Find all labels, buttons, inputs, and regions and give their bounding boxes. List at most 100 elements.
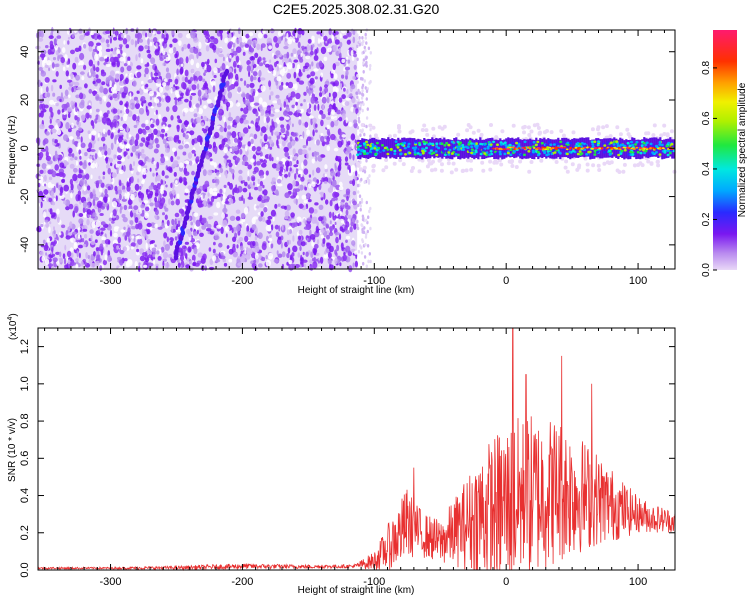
noise-speckle — [42, 239, 46, 244]
noise-speckle — [221, 63, 226, 71]
band-halo — [575, 167, 580, 172]
noise-speckle — [134, 139, 139, 147]
noise-speckle — [326, 145, 331, 151]
noise-speckle — [107, 34, 114, 39]
noise-speckle — [235, 73, 239, 81]
noise-speckle — [291, 104, 296, 109]
noise-speckle — [184, 76, 188, 83]
band-core — [580, 145, 583, 148]
noise-speckle — [352, 191, 357, 196]
noise-speckle — [312, 44, 315, 48]
band-halo — [442, 124, 447, 129]
noise-speckle — [262, 57, 266, 61]
noise-speckle — [344, 162, 349, 166]
noise-speckle — [112, 210, 115, 214]
noise-speckle — [41, 255, 45, 262]
noise-speckle — [341, 58, 346, 64]
noise-speckle — [328, 252, 332, 259]
noise-speckle — [320, 119, 324, 127]
noise-speckle — [254, 245, 260, 253]
noise-fringe — [360, 251, 364, 255]
noise-speckle — [206, 99, 212, 104]
noise-speckle — [250, 158, 255, 163]
noise-speckle — [45, 252, 48, 256]
noise-speckle — [346, 89, 349, 94]
band-halo — [480, 160, 485, 165]
noise-speckle — [191, 254, 196, 262]
noise-speckle — [329, 47, 332, 52]
noise-speckle — [333, 73, 338, 80]
noise-speckle — [312, 38, 315, 42]
band-peak — [535, 148, 539, 151]
noise-speckle — [166, 236, 169, 243]
band-core — [413, 151, 417, 154]
noise-speckle — [190, 58, 194, 66]
noise-speckle — [165, 85, 170, 91]
noise-speckle — [203, 29, 207, 36]
noise-speckle — [174, 218, 178, 225]
noise-speckle — [50, 111, 54, 118]
noise-speckle — [275, 42, 280, 48]
noise-speckle — [209, 187, 214, 195]
noise-speckle — [92, 123, 95, 129]
noise-speckle — [68, 128, 72, 133]
noise-speckle — [113, 154, 116, 160]
noise-speckle — [155, 109, 158, 115]
noise-speckle — [90, 162, 96, 169]
noise-speckle — [156, 78, 162, 84]
noise-speckle — [285, 82, 289, 86]
noise-speckle — [53, 230, 56, 235]
noise-speckle — [213, 212, 219, 216]
noise-speckle — [232, 36, 237, 40]
noise-speckle — [174, 236, 178, 241]
noise-speckle — [178, 40, 182, 46]
noise-speckle — [110, 133, 114, 140]
noise-speckle — [261, 141, 265, 148]
band-core — [536, 153, 540, 157]
noise-speckle — [44, 258, 50, 265]
noise-speckle — [280, 124, 285, 129]
noise-speckle — [86, 185, 91, 191]
noise-speckle — [270, 91, 274, 96]
noise-speckle — [55, 195, 58, 202]
noise-fringe — [356, 37, 359, 41]
noise-speckle — [306, 192, 310, 199]
band-core — [649, 142, 653, 146]
noise-speckle — [77, 173, 83, 179]
noise-speckle — [279, 116, 285, 121]
noise-speckle — [251, 145, 256, 152]
band-core — [422, 140, 426, 143]
noise-speckle — [142, 252, 148, 257]
noise-speckle — [232, 188, 235, 196]
noise-speckle — [182, 151, 187, 156]
noise-speckle — [120, 157, 125, 162]
spectrogram-frame — [37, 29, 676, 270]
noise-speckle — [271, 177, 276, 182]
noise-speckle — [140, 194, 144, 201]
noise-speckle — [173, 172, 177, 177]
noise-speckle — [168, 48, 174, 54]
noise-speckle — [270, 106, 274, 111]
noise-speckle — [162, 82, 167, 87]
noise-speckle — [71, 86, 74, 93]
noise-speckle — [127, 56, 131, 62]
noise-speckle — [276, 156, 279, 161]
noise-speckle — [293, 164, 299, 168]
noise-speckle — [255, 111, 259, 117]
noise-speckle — [345, 239, 348, 243]
noise-speckle — [162, 41, 165, 47]
noise-speckle — [207, 169, 213, 176]
noise-speckle — [206, 89, 212, 94]
colorbar: 0.00.20.40.60.8 Normalized spectral ampl… — [701, 30, 748, 277]
noise-speckle — [210, 36, 215, 40]
noise-speckle — [304, 121, 309, 128]
noise-speckle — [69, 221, 73, 229]
noise-speckle — [332, 216, 337, 221]
noise-speckle — [49, 221, 52, 225]
noise-speckle — [159, 133, 165, 138]
band-core — [483, 152, 487, 155]
band-peak — [606, 146, 610, 149]
noise-speckle — [100, 231, 104, 235]
noise-speckle — [157, 71, 161, 77]
noise-speckle — [271, 185, 275, 192]
